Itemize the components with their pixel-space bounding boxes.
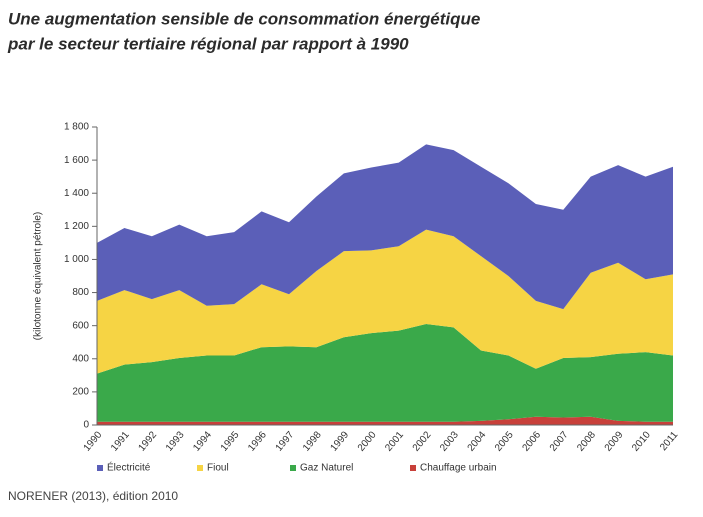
y-tick-label: 0 — [83, 420, 89, 431]
x-tick-label: 2007 — [548, 429, 571, 453]
x-tick-label: 2004 — [466, 429, 489, 453]
x-tick-label: 2005 — [493, 429, 516, 453]
x-tick-label: 2003 — [438, 429, 461, 453]
x-tick-label: 1994 — [191, 429, 214, 453]
x-tick-label: 2011 — [658, 429, 681, 453]
legend-swatch — [410, 465, 416, 471]
legend-label: Fioul — [207, 463, 229, 474]
x-tick-label: 2002 — [411, 429, 434, 453]
x-tick-label: 2010 — [630, 429, 653, 453]
area — [97, 416, 673, 425]
x-tick-label: 1998 — [301, 429, 324, 453]
legend-label: Gaz Naturel — [300, 463, 353, 474]
x-tick-label: 1997 — [274, 429, 297, 453]
x-tick-label: 1999 — [328, 429, 351, 453]
x-tick-label: 2009 — [603, 429, 626, 453]
x-tick-label: 2001 — [383, 429, 406, 453]
y-axis-label: (kilotonne équivalent pétrole) — [33, 212, 44, 340]
area — [97, 324, 673, 422]
y-tick-label: 1 400 — [64, 188, 89, 199]
y-tick-label: 800 — [72, 287, 89, 298]
x-tick-label: 2008 — [575, 429, 598, 453]
legend-swatch — [97, 465, 103, 471]
y-tick-label: 1 600 — [64, 155, 89, 166]
chart-title: par le secteur tertiaire régional par ra… — [7, 34, 409, 53]
x-tick-label: 2006 — [520, 429, 543, 453]
x-tick-label: 1990 — [82, 429, 105, 453]
y-tick-label: 1 200 — [64, 221, 89, 232]
x-tick-label: 1993 — [164, 429, 187, 453]
legend-swatch — [290, 465, 296, 471]
source: NORENER (2013), édition 2010 — [8, 489, 178, 503]
x-tick-label: 1995 — [219, 429, 242, 453]
legend-swatch — [197, 465, 203, 471]
legend-label: Électricité — [107, 461, 151, 474]
x-tick-label: 1992 — [136, 429, 159, 453]
y-tick-label: 400 — [72, 353, 89, 364]
area — [97, 229, 673, 374]
legend-label: Chauffage urbain — [420, 463, 497, 474]
y-tick-label: 200 — [72, 387, 89, 398]
chart-title: Une augmentation sensible de consommatio… — [8, 9, 480, 28]
y-tick-label: 600 — [72, 320, 89, 331]
y-tick-label: 1 000 — [64, 254, 89, 265]
y-tick-label: 1 800 — [64, 122, 89, 133]
area — [97, 144, 673, 310]
x-tick-label: 1996 — [246, 429, 269, 453]
x-tick-label: 2000 — [356, 429, 379, 453]
x-tick-label: 1991 — [109, 429, 132, 453]
